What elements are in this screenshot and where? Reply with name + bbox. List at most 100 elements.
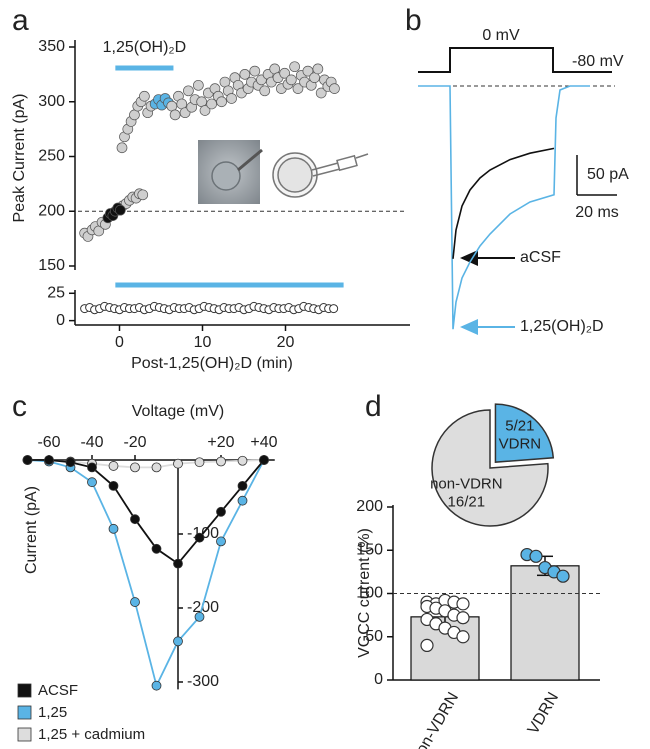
panel-label: b (405, 4, 422, 37)
y-tick-label: 200 (356, 498, 383, 515)
x-tick-label: 20 (277, 334, 295, 351)
y-tick-label: 350 (38, 38, 65, 55)
y-tick-label: 50 (365, 628, 383, 645)
iv-point (216, 456, 226, 467)
data-point (114, 204, 126, 216)
data-point (249, 65, 261, 77)
x-tick-label: 0 (115, 334, 124, 351)
legend-swatch (17, 683, 32, 698)
data-point (137, 189, 149, 201)
current-trace (452, 147, 555, 259)
legend-label: 1,25 (38, 704, 67, 721)
pie-slice (431, 409, 549, 527)
iv-point (173, 636, 183, 647)
x-tick-label: VDRN (525, 690, 562, 738)
iv-point (173, 458, 183, 469)
x-tick-label: +40 (250, 434, 277, 451)
data-point (259, 85, 271, 97)
scale-label: 20 ms (575, 204, 619, 221)
step-label: 0 mV (482, 27, 520, 44)
iv-point (65, 457, 76, 468)
iv-point (22, 455, 33, 465)
current-trace (418, 85, 590, 330)
panel-label: a (12, 4, 29, 37)
y-tick-label: 0 (374, 671, 383, 688)
data-point (420, 638, 434, 653)
iv-point (237, 455, 248, 466)
bar (510, 565, 580, 681)
data-point (226, 93, 237, 104)
y-tick-label: 100 (356, 585, 383, 602)
data-point (556, 569, 570, 583)
data-point (206, 98, 217, 110)
data-point (139, 90, 150, 102)
voltage-step (418, 47, 612, 73)
data-point (199, 105, 211, 116)
pie-label: non-VDRN (430, 475, 503, 492)
data-point (315, 87, 327, 99)
iv-point (87, 477, 97, 488)
data-point (456, 630, 470, 644)
data-point (312, 63, 324, 75)
pie-slice (494, 403, 555, 463)
data-point (329, 83, 340, 94)
inset-drawing (272, 152, 369, 198)
iv-point (237, 480, 248, 491)
iv-point (194, 532, 205, 543)
y-tick-label: 300 (38, 93, 65, 110)
lower-point (329, 304, 339, 314)
iv-point (151, 680, 162, 691)
data-point (279, 67, 291, 79)
data-point (456, 597, 470, 611)
y-tick-label: -200 (187, 599, 219, 616)
scale-label: 50 pA (587, 166, 629, 183)
legend-label: ACSF (38, 682, 78, 699)
pie-label: 5/21 (505, 418, 534, 435)
x-tick-label: +20 (207, 434, 234, 451)
y-tick-label: 200 (38, 202, 65, 219)
drug-label: 1,25(OH)₂D (103, 39, 187, 56)
legend-label: 1,25 + cadmium (38, 726, 145, 743)
data-point (289, 61, 300, 73)
iv-point (44, 455, 54, 465)
iv-point (194, 611, 205, 622)
inset-photo (198, 140, 263, 204)
x-axis-label: Voltage (mV) (132, 403, 224, 420)
data-point (169, 109, 181, 121)
legend-swatch (17, 705, 32, 720)
iv-line (27, 459, 265, 689)
iv-point (151, 462, 162, 473)
panel-label: d (365, 390, 382, 423)
y-tick-label: 250 (38, 148, 65, 165)
iv-point (108, 523, 119, 534)
x-tick-label: -60 (37, 434, 60, 451)
iv-point (216, 536, 226, 547)
iv-point (237, 495, 248, 506)
iv-point (130, 462, 140, 473)
y-tick-label: 0 (56, 312, 65, 329)
iv-line (27, 459, 265, 565)
step-label: -80 mV (572, 53, 624, 70)
data-point (456, 611, 470, 625)
y-axis-label: Current (pA) (23, 486, 40, 574)
y-tick-label: 150 (356, 541, 383, 558)
y-tick-label: 25 (47, 285, 65, 302)
data-point (216, 96, 227, 108)
x-tick-label: non-VDRN (409, 690, 462, 749)
data-point (302, 65, 314, 77)
y-tick-label: 150 (38, 257, 65, 274)
x-axis-label: Post-1,25(OH)₂D (min) (131, 355, 293, 372)
iv-point (108, 480, 119, 491)
data-point (529, 549, 543, 563)
x-tick-label: -20 (123, 434, 146, 451)
data-point (285, 74, 297, 86)
data-point (239, 69, 251, 80)
iv-point (130, 514, 140, 525)
iv-point (216, 506, 226, 517)
iv-point (87, 462, 97, 473)
legend-swatch (17, 727, 32, 742)
x-tick-label: 10 (194, 334, 212, 351)
data-point (183, 85, 194, 97)
y-tick-label: -300 (187, 673, 219, 690)
